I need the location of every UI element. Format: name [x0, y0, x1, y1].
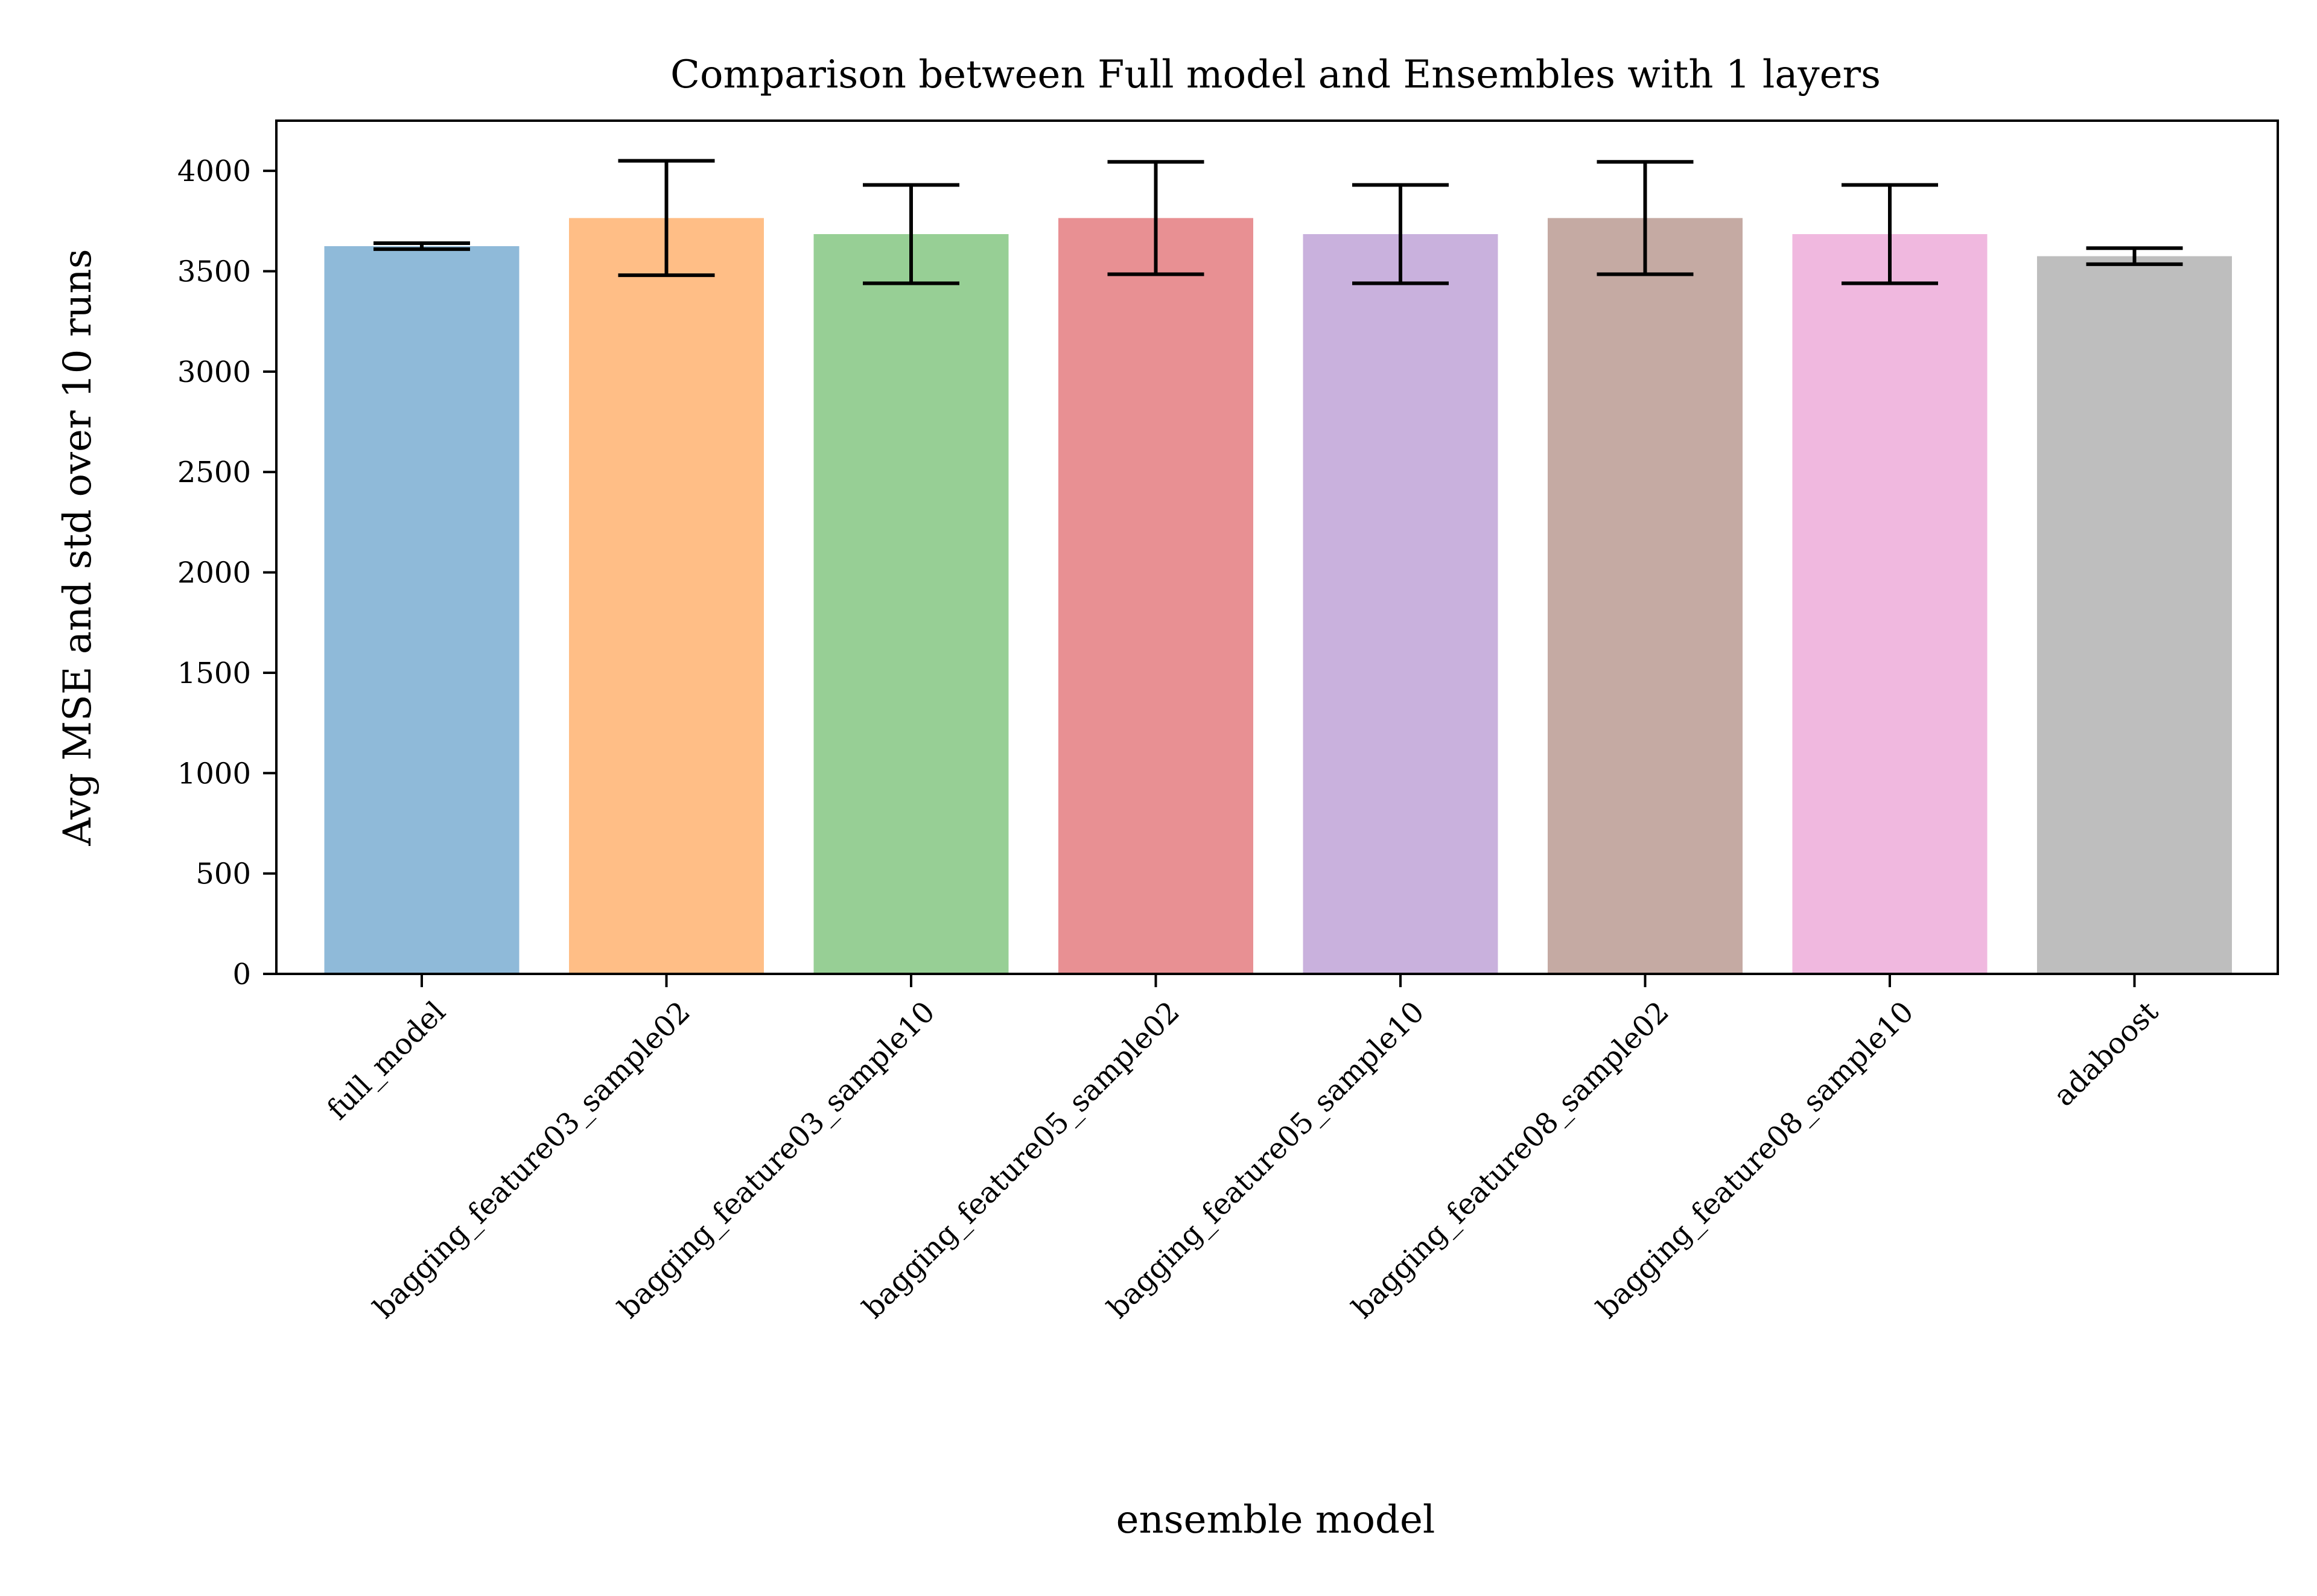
error-bar-bagging_feature08_sample02 — [1597, 160, 1694, 276]
x-axis-label: ensemble model — [1116, 1498, 1435, 1542]
y-tick-label: 500 — [195, 857, 251, 891]
y-tick-label: 3500 — [177, 255, 251, 289]
x-tick-label: adaboost — [2047, 995, 2165, 1113]
y-tick-label: 4000 — [177, 154, 251, 188]
y-tick-label: 3000 — [177, 355, 251, 389]
y-tick-label: 1000 — [177, 757, 251, 790]
error-bar-adaboost — [2086, 246, 2183, 266]
error-bar-bagging_feature05_sample02 — [1107, 160, 1204, 276]
bar-bagging_feature05_sample02 — [1058, 218, 1253, 974]
error-bar-bagging_feature05_sample10 — [1352, 183, 1449, 285]
bar-bagging_feature03_sample10 — [813, 234, 1009, 974]
bar-bagging_feature03_sample02 — [569, 218, 764, 974]
bar-bagging_feature08_sample10 — [1792, 234, 1988, 974]
error-bar-bagging_feature03_sample02 — [618, 159, 715, 278]
plot-frame — [275, 119, 2279, 975]
error-bar-bagging_feature03_sample10 — [863, 183, 959, 285]
y-tick-label: 2500 — [177, 456, 251, 489]
error-bar-full_model — [373, 241, 470, 251]
x-tick-label: full_model — [320, 995, 452, 1127]
bar-adaboost — [2037, 256, 2232, 974]
chart-title: Comparison between Full model and Ensemb… — [670, 52, 1881, 97]
error-bar-bagging_feature08_sample10 — [1842, 183, 1938, 285]
y-tick-label: 0 — [232, 958, 251, 991]
y-axis-label: Avg MSE and std over 10 runs — [56, 249, 100, 846]
bar-bagging_feature08_sample02 — [1548, 218, 1743, 974]
bar-bagging_feature05_sample10 — [1303, 234, 1498, 974]
y-tick-label: 2000 — [177, 556, 251, 590]
y-tick-label: 1500 — [177, 657, 251, 690]
bar-full_model — [324, 246, 520, 974]
